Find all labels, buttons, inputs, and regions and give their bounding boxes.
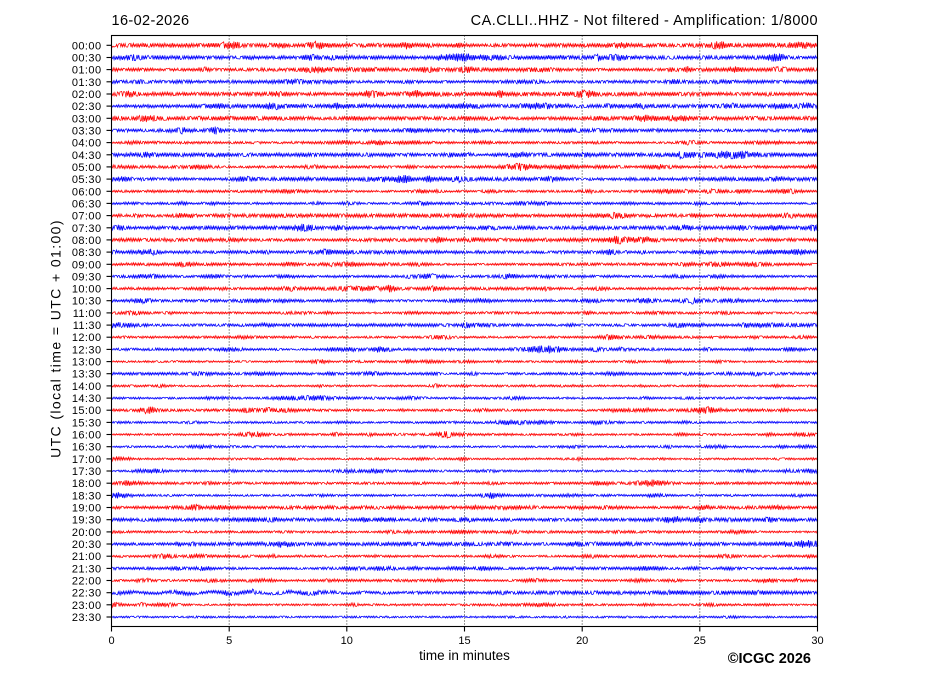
svg-text:15:00: 15:00: [72, 405, 102, 417]
svg-text:20: 20: [576, 635, 588, 647]
svg-text:0: 0: [108, 635, 114, 647]
svg-text:00:30: 00:30: [72, 53, 102, 65]
svg-text:07:00: 07:00: [72, 211, 102, 223]
svg-text:22:30: 22:30: [72, 588, 102, 600]
svg-text:5: 5: [226, 635, 232, 647]
svg-text:08:00: 08:00: [72, 235, 102, 247]
svg-text:14:00: 14:00: [72, 381, 102, 393]
svg-text:CA.CLLI..HHZ - Not filtered -: CA.CLLI..HHZ - Not filtered - Amplificat…: [471, 13, 818, 29]
svg-text:11:30: 11:30: [73, 320, 102, 332]
svg-text:03:00: 03:00: [72, 113, 102, 125]
svg-text:15:30: 15:30: [72, 417, 102, 429]
svg-text:23:30: 23:30: [72, 612, 102, 624]
svg-text:00:00: 00:00: [72, 40, 102, 52]
svg-text:05:00: 05:00: [72, 162, 102, 174]
svg-text:04:30: 04:30: [72, 150, 102, 162]
svg-text:12:30: 12:30: [72, 344, 102, 356]
svg-text:06:00: 06:00: [72, 186, 102, 198]
svg-text:19:00: 19:00: [72, 503, 102, 515]
svg-text:01:00: 01:00: [72, 65, 102, 77]
svg-text:11:00: 11:00: [73, 308, 102, 320]
svg-text:17:00: 17:00: [72, 454, 102, 466]
svg-text:20:00: 20:00: [72, 527, 102, 539]
svg-text:10:00: 10:00: [72, 284, 102, 296]
svg-text:15: 15: [458, 635, 470, 647]
svg-text:21:30: 21:30: [72, 563, 102, 575]
svg-text:18:00: 18:00: [72, 478, 102, 490]
svg-text:time in minutes: time in minutes: [419, 648, 510, 663]
svg-text:01:30: 01:30: [72, 77, 102, 89]
svg-text:©ICGC 2026: ©ICGC 2026: [728, 651, 811, 667]
svg-text:19:30: 19:30: [72, 515, 102, 527]
svg-text:25: 25: [694, 635, 706, 647]
svg-text:16:30: 16:30: [72, 442, 102, 454]
svg-text:09:00: 09:00: [72, 259, 102, 271]
svg-text:13:00: 13:00: [72, 357, 102, 369]
svg-text:16-02-2026: 16-02-2026: [112, 13, 190, 29]
svg-text:30: 30: [811, 635, 823, 647]
svg-text:07:30: 07:30: [72, 223, 102, 235]
svg-text:14:30: 14:30: [72, 393, 102, 405]
svg-text:08:30: 08:30: [72, 247, 102, 259]
svg-text:13:30: 13:30: [72, 369, 102, 381]
svg-text:09:30: 09:30: [72, 271, 102, 283]
svg-text:03:30: 03:30: [72, 125, 102, 137]
svg-text:17:30: 17:30: [72, 466, 102, 478]
svg-text:22:00: 22:00: [72, 576, 102, 588]
svg-text:21:00: 21:00: [72, 551, 102, 563]
svg-text:04:00: 04:00: [72, 138, 102, 150]
svg-text:12:00: 12:00: [72, 332, 102, 344]
svg-text:05:30: 05:30: [72, 174, 102, 186]
svg-text:02:00: 02:00: [72, 89, 102, 101]
svg-text:18:30: 18:30: [72, 490, 102, 502]
svg-text:10:30: 10:30: [72, 296, 102, 308]
svg-text:10: 10: [341, 635, 353, 647]
svg-text:20:30: 20:30: [72, 539, 102, 551]
svg-text:UTC (local time = UTC + 01:00): UTC (local time = UTC + 01:00): [48, 219, 64, 458]
svg-text:02:30: 02:30: [72, 101, 102, 113]
svg-text:06:30: 06:30: [72, 198, 102, 210]
svg-text:23:00: 23:00: [72, 600, 102, 612]
svg-text:16:00: 16:00: [72, 430, 102, 442]
